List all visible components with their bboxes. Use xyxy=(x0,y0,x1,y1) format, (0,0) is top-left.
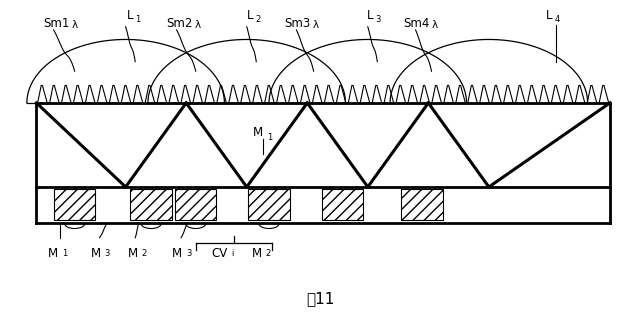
Text: M: M xyxy=(172,247,182,260)
Text: 4: 4 xyxy=(554,15,560,24)
Text: λ: λ xyxy=(313,20,319,30)
Text: λ: λ xyxy=(72,20,77,30)
Text: M: M xyxy=(253,126,263,140)
Text: i: i xyxy=(231,250,233,259)
Text: L: L xyxy=(546,9,553,22)
Bar xyxy=(401,189,443,220)
Bar xyxy=(131,189,172,220)
Text: M: M xyxy=(91,247,100,260)
Text: 1: 1 xyxy=(267,132,273,142)
Text: L: L xyxy=(127,9,133,22)
Text: 1: 1 xyxy=(62,250,67,259)
Text: 囱11: 囱11 xyxy=(306,291,334,306)
Text: L: L xyxy=(367,9,373,22)
Text: CV: CV xyxy=(212,247,228,260)
Text: M: M xyxy=(48,247,58,260)
Text: λ: λ xyxy=(195,20,200,30)
Text: 2: 2 xyxy=(255,15,260,24)
Text: M: M xyxy=(252,247,262,260)
Bar xyxy=(248,189,290,220)
Text: 2: 2 xyxy=(141,250,147,259)
Text: 2: 2 xyxy=(266,250,271,259)
Text: 3: 3 xyxy=(104,250,110,259)
Bar xyxy=(321,189,363,220)
Bar xyxy=(175,189,216,220)
Text: λ: λ xyxy=(431,20,438,30)
Text: Sm4: Sm4 xyxy=(403,17,429,30)
Text: Sm1: Sm1 xyxy=(43,17,69,30)
Text: 3: 3 xyxy=(186,250,191,259)
Text: Sm3: Sm3 xyxy=(284,17,310,30)
Text: M: M xyxy=(127,247,138,260)
Text: 3: 3 xyxy=(375,15,380,24)
Text: L: L xyxy=(246,9,253,22)
Bar xyxy=(54,189,95,220)
Text: 1: 1 xyxy=(135,15,140,24)
Text: Sm2: Sm2 xyxy=(166,17,192,30)
